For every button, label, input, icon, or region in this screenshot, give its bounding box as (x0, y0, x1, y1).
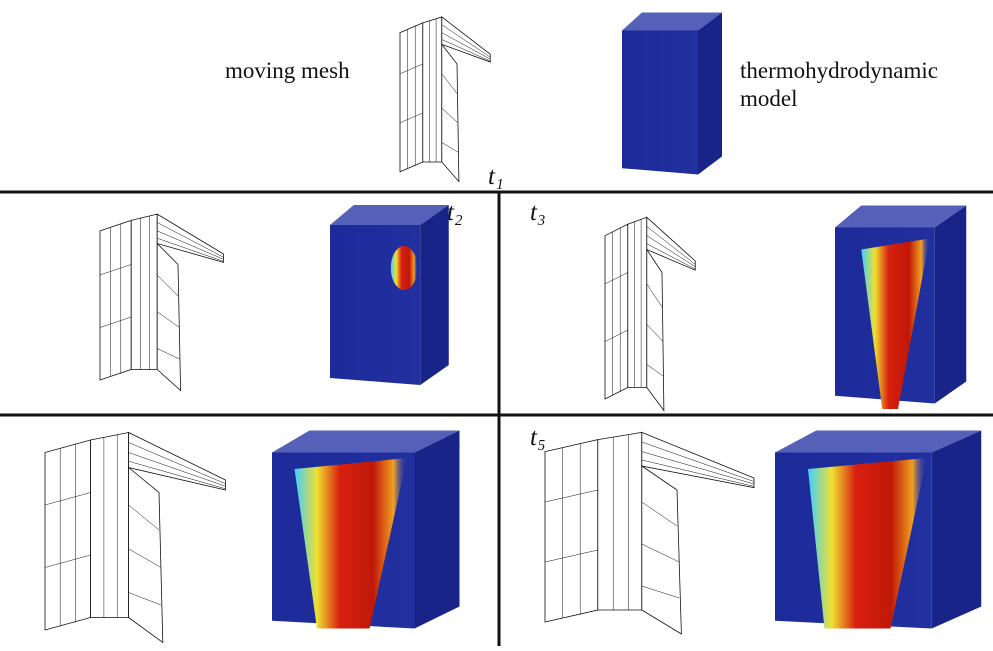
block (622, 13, 722, 175)
block (775, 431, 981, 629)
mesh (605, 217, 695, 410)
mesh (400, 17, 490, 182)
figure: moving mesh thermohydrodynamic model t₁ … (0, 0, 993, 646)
time-label: t₂ (447, 199, 463, 226)
time-label: t₃ (530, 199, 546, 226)
block (330, 205, 449, 385)
mesh (545, 432, 754, 634)
block (272, 431, 460, 629)
block (835, 206, 966, 410)
mesh (100, 214, 224, 390)
time-label: t₁ (488, 163, 504, 190)
label: moving mesh (225, 58, 350, 83)
time-label: t₅ (530, 424, 546, 451)
mesh (45, 433, 226, 643)
label: model (740, 86, 798, 111)
label: thermohydrodynamic (740, 58, 938, 83)
